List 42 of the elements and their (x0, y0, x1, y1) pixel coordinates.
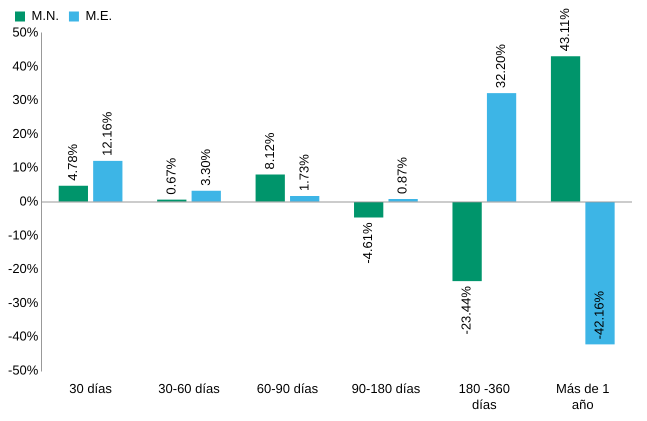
bar (290, 196, 320, 202)
y-tick-label: -30% (8, 294, 39, 310)
bar (93, 160, 122, 202)
y-tick-label: 30% (12, 92, 39, 108)
data-label: 43.11% (557, 8, 572, 52)
legend-label: M.N. (32, 8, 59, 24)
data-label: 0.67% (163, 157, 178, 195)
legend-label: M.E. (85, 8, 112, 24)
bar (486, 93, 516, 202)
data-label: 4.78% (64, 143, 80, 181)
y-tick-label: 50% (12, 24, 39, 40)
y-tick-label: -20% (8, 261, 39, 276)
y-tick-label: -50% (8, 362, 39, 378)
x-tick-label: 90-180 días (352, 381, 421, 396)
bar (452, 202, 482, 282)
y-tick-label: 10% (12, 160, 39, 175)
bar (354, 202, 384, 218)
data-label: 1.73% (296, 154, 312, 192)
x-tick-label: Más de 1 año (556, 381, 610, 412)
y-tick-label: -10% (8, 227, 39, 242)
bar (192, 190, 221, 202)
bar (585, 202, 615, 344)
bar (58, 186, 88, 202)
y-tick-label: 0% (20, 193, 39, 208)
bar (388, 198, 418, 202)
x-tick-label: 30-60 días (158, 381, 220, 396)
data-label: 3.30% (198, 148, 213, 186)
data-label: -4.61% (360, 222, 376, 264)
y-tick-label: -40% (8, 328, 39, 344)
x-tick-label: 30 días (69, 381, 112, 396)
data-label: 12.16% (99, 111, 114, 156)
data-label: 8.12% (262, 132, 277, 170)
y-tick-label: 40% (12, 58, 39, 74)
bar (256, 174, 285, 202)
data-label: 32.20% (493, 44, 508, 88)
bar (550, 56, 580, 202)
x-tick-label: 60-90 días (256, 381, 319, 396)
data-label: -23.44% (458, 286, 474, 334)
y-tick-label: 20% (12, 126, 39, 141)
data-label: -42.16% (592, 290, 607, 340)
data-label: 0.87% (394, 156, 410, 194)
x-tick-label: 180 -360 días (458, 381, 510, 412)
